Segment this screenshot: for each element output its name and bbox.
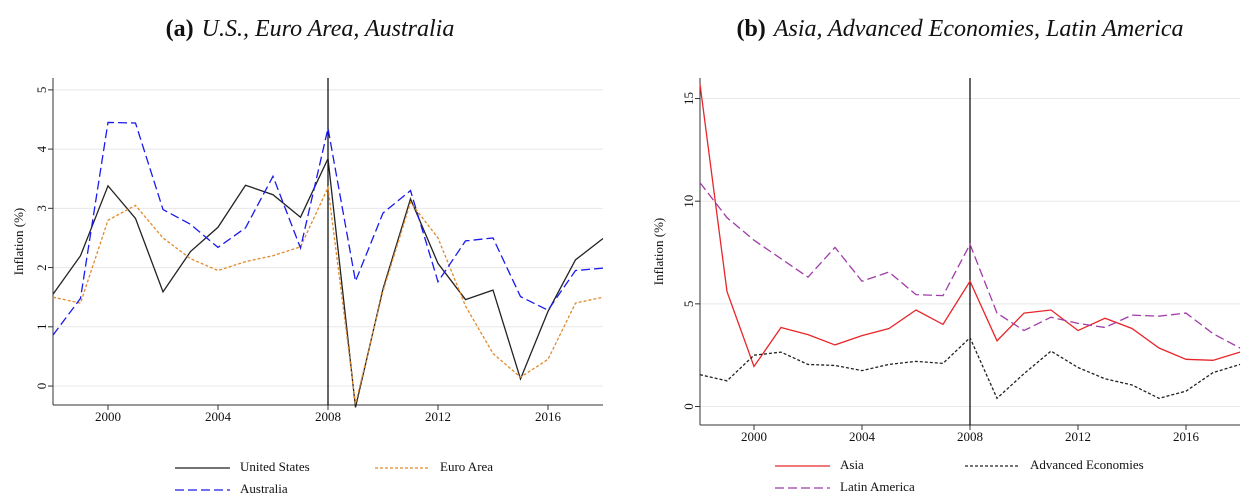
y-tick-label: 3 <box>34 205 49 212</box>
chart-title: (b) Asia, Advanced Economies, Latin Ameri… <box>736 16 1183 42</box>
title-text: Asia, Advanced Economies, Latin America <box>772 16 1184 42</box>
x-tick-label: 2000 <box>741 429 767 444</box>
y-tick-label: 0 <box>681 403 696 410</box>
x-tick-label: 2004 <box>849 429 876 444</box>
x-tick-label: 2016 <box>535 409 562 424</box>
y-tick-label: 10 <box>681 195 696 208</box>
chart: (a) U.S., Euro Area, Australia Inflation (… <box>11 16 604 496</box>
x-tick-label: 2008 <box>315 409 341 424</box>
series-line <box>699 84 1241 368</box>
legend-label: Advanced Economies <box>1030 457 1144 472</box>
y-tick-label: 5 <box>681 301 696 308</box>
x-tick-label: 2000 <box>95 409 121 424</box>
legend-label: United States <box>240 459 310 474</box>
series-line <box>699 182 1241 349</box>
legend-label: Euro Area <box>440 459 493 474</box>
y-tick-label: 15 <box>681 92 696 105</box>
y-tick-label: 5 <box>34 87 49 94</box>
panel-label: (b) <box>736 16 765 42</box>
y-axis-label: Inflation (%) <box>651 218 666 286</box>
title-text: U.S., Euro Area, Australia <box>202 16 455 42</box>
y-tick-label: 2 <box>34 264 49 271</box>
legend-label: Latin America <box>840 479 915 494</box>
x-tick-label: 2012 <box>425 409 451 424</box>
x-tick-label: 2008 <box>957 429 983 444</box>
x-tick-label: 2016 <box>1173 429 1200 444</box>
series-line <box>699 336 1241 400</box>
series-line <box>52 156 604 408</box>
chart: (b) Asia, Advanced Economies, Latin Ameri… <box>651 16 1241 494</box>
y-tick-label: 0 <box>34 383 49 390</box>
legend-label: Asia <box>840 457 864 472</box>
panel-label: (a) <box>166 16 194 42</box>
series-line <box>52 185 604 404</box>
chart-title: (a) U.S., Euro Area, Australia <box>166 16 455 42</box>
y-tick-label: 4 <box>34 145 49 152</box>
x-tick-label: 2012 <box>1065 429 1091 444</box>
x-tick-label: 2004 <box>205 409 232 424</box>
y-tick-label: 1 <box>34 324 49 331</box>
legend-label: Australia <box>240 481 288 496</box>
series-line <box>52 121 604 336</box>
y-axis-label: Inflation (%) <box>11 208 26 276</box>
